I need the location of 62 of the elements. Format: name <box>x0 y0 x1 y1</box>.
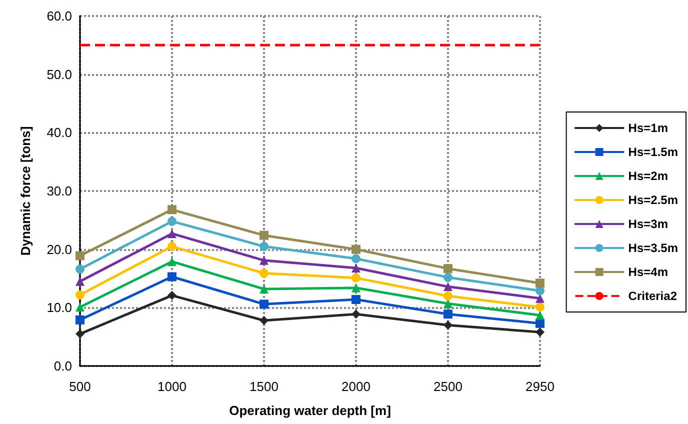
point <box>260 256 268 265</box>
x-tick-label: 1500 <box>250 379 278 394</box>
point <box>444 272 452 282</box>
point <box>536 328 544 337</box>
point <box>352 283 360 292</box>
x-tick-label: 2500 <box>434 379 462 394</box>
point <box>260 230 268 240</box>
point <box>168 216 176 226</box>
point <box>444 282 452 292</box>
point <box>352 254 360 264</box>
point <box>536 278 544 288</box>
y-tick-label: 50.0 <box>46 66 72 82</box>
y-tick-label: 20.0 <box>46 242 72 257</box>
legend-label: Hs=4m <box>628 265 668 279</box>
legend-label: Hs=1.5m <box>628 145 678 159</box>
legend-label: Hs=2m <box>628 169 668 183</box>
point <box>168 205 176 214</box>
point <box>352 273 360 282</box>
point <box>76 302 84 312</box>
point <box>444 299 452 308</box>
point <box>260 300 268 309</box>
legend-label: Hs=1m <box>628 121 668 135</box>
point <box>352 295 360 304</box>
y-tick-label: 40.0 <box>46 125 72 140</box>
point <box>260 316 268 325</box>
point <box>76 315 84 324</box>
y-tick-label: 10.0 <box>46 300 72 316</box>
x-tick-label: 2950 <box>526 379 554 394</box>
point <box>352 310 360 319</box>
point <box>260 284 268 294</box>
point <box>536 310 544 320</box>
x-tick-label: 1000 <box>158 379 186 394</box>
x-tick-label: 500 <box>69 379 91 394</box>
point <box>168 290 176 300</box>
point <box>352 264 360 272</box>
x-axis-title: Operating water depth [m] <box>229 403 391 418</box>
point <box>444 264 452 274</box>
legend-label: Hs=3.5m <box>628 241 678 255</box>
y-tick-label: 60.0 <box>46 8 72 24</box>
point <box>444 310 452 319</box>
point <box>76 329 84 338</box>
point <box>352 244 360 254</box>
legend-label: Criteria2 <box>628 289 678 303</box>
point <box>168 257 176 266</box>
point <box>260 242 268 251</box>
legend-label: Hs=2.5m <box>628 193 678 207</box>
point <box>76 276 84 286</box>
point <box>168 229 176 238</box>
x-tick-label: 2000 <box>342 379 370 394</box>
point <box>168 272 176 282</box>
point <box>444 320 452 330</box>
point <box>76 251 84 260</box>
point <box>76 290 84 300</box>
point <box>444 292 452 300</box>
point <box>168 242 176 251</box>
point <box>536 302 544 312</box>
legend-label: Hs=3m <box>628 217 668 231</box>
point <box>76 264 84 274</box>
y-tick-label: 0.0 <box>54 358 72 374</box>
point <box>260 268 268 278</box>
y-tick-label: 30.0 <box>46 184 72 198</box>
y-axis-title: Dynamic force [tons] <box>18 126 33 256</box>
